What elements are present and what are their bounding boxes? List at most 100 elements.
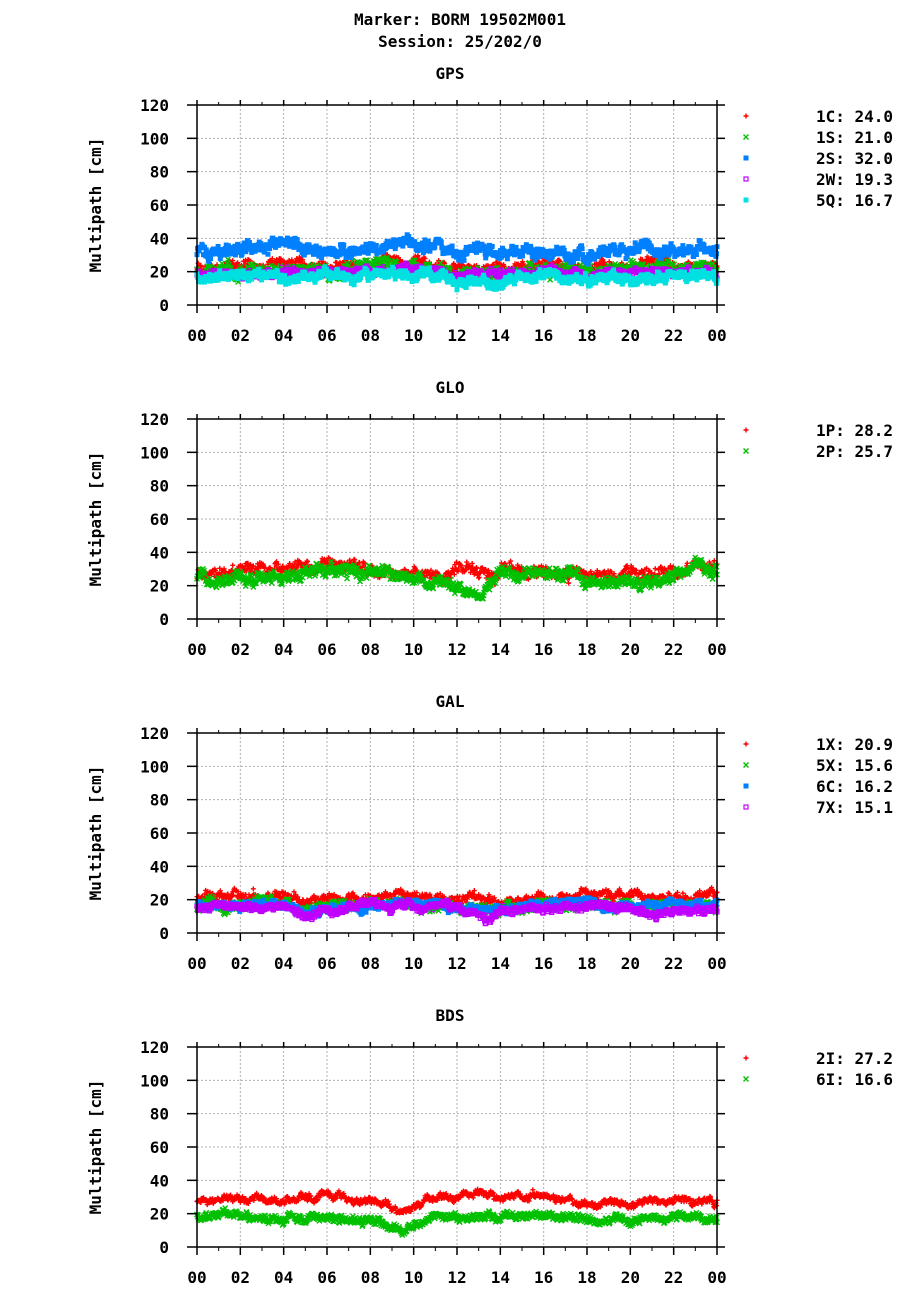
x-tick-label: 10 xyxy=(404,640,423,659)
legend-entry-5x: 5X: 15.6 xyxy=(743,756,893,775)
x-tick-label: 10 xyxy=(404,954,423,973)
series-2s xyxy=(194,232,720,267)
x-tick-label: 20 xyxy=(621,640,640,659)
x-tick-label: 00 xyxy=(187,326,206,345)
x-tick-label: 16 xyxy=(534,326,553,345)
x-tick-label: 00 xyxy=(707,326,726,345)
series-2i xyxy=(194,1186,720,1216)
legend: 1C: 24.0 1S: 21.0 2S: 32.0 2W: 19.3 5Q: 16.7 xyxy=(743,107,893,210)
x-tick-label: 00 xyxy=(187,1268,206,1287)
x-tick-label: 10 xyxy=(404,326,423,345)
legend-label: 2S: 32.0 xyxy=(816,149,893,168)
legend-label: 6I: 16.6 xyxy=(816,1070,893,1089)
x-tick-label: 18 xyxy=(577,640,596,659)
series-6i xyxy=(194,1205,720,1238)
y-tick-label: 20 xyxy=(150,1205,169,1224)
x-tick-label: 22 xyxy=(664,640,683,659)
x-tick-label: 14 xyxy=(491,640,510,659)
x-tick-label: 18 xyxy=(577,954,596,973)
y-tick-label: 20 xyxy=(150,577,169,596)
y-tick-label: 0 xyxy=(159,296,169,315)
y-axis-label: Multipath [cm] xyxy=(86,452,105,587)
x-tick-label: 20 xyxy=(621,1268,640,1287)
x-tick-label: 14 xyxy=(491,1268,510,1287)
x-tick-label: 00 xyxy=(187,640,206,659)
y-tick-label: 100 xyxy=(140,443,169,462)
y-tick-label: 80 xyxy=(150,1105,169,1124)
y-tick-label: 100 xyxy=(140,129,169,148)
x-tick-label: 04 xyxy=(274,1268,293,1287)
x-tick-label: 06 xyxy=(317,954,336,973)
y-tick-label: 100 xyxy=(140,1071,169,1090)
series-2p xyxy=(194,554,720,602)
x-tick-label: 02 xyxy=(231,1268,250,1287)
y-tick-label: 20 xyxy=(150,891,169,910)
legend-label: 2I: 27.2 xyxy=(816,1049,893,1068)
x-tick-label: 18 xyxy=(577,1268,596,1287)
x-tick-label: 18 xyxy=(577,326,596,345)
x-tick-label: 06 xyxy=(317,326,336,345)
legend-label: 1S: 21.0 xyxy=(816,128,893,147)
legend-entry-1p: 1P: 28.2 xyxy=(743,421,893,440)
legend-entry-5q: 5Q: 16.7 xyxy=(743,191,893,210)
grid xyxy=(197,105,717,305)
panel-title: GLO xyxy=(436,378,465,397)
y-axis-label: Multipath [cm] xyxy=(86,1080,105,1215)
y-tick-label: 80 xyxy=(150,477,169,496)
y-axis-label: Multipath [cm] xyxy=(86,766,105,901)
y-tick-label: 0 xyxy=(159,924,169,943)
x-tick-label: 08 xyxy=(361,640,380,659)
y-tick-label: 120 xyxy=(140,724,169,743)
panel-title: BDS xyxy=(436,1006,465,1025)
grid xyxy=(197,1047,717,1247)
x-tick-label: 02 xyxy=(231,954,250,973)
x-tick-label: 02 xyxy=(231,326,250,345)
x-tick-label: 00 xyxy=(187,954,206,973)
series-7x xyxy=(194,896,720,927)
series-5q xyxy=(194,264,720,293)
x-tick-label: 04 xyxy=(274,954,293,973)
x-tick-label: 14 xyxy=(491,326,510,345)
x-tick-label: 04 xyxy=(274,326,293,345)
legend-entry-2s: 2S: 32.0 xyxy=(743,149,893,168)
x-tick-label: 20 xyxy=(621,954,640,973)
legend-entry-2i: 2I: 27.2 xyxy=(743,1049,893,1068)
legend-label: 2P: 25.7 xyxy=(816,442,893,461)
x-tick-label: 16 xyxy=(534,954,553,973)
x-tick-label: 08 xyxy=(361,1268,380,1287)
data-points xyxy=(194,232,720,293)
legend-entry-1x: 1X: 20.9 xyxy=(743,735,893,754)
legend-label: 1P: 28.2 xyxy=(816,421,893,440)
legend-entry-1s: 1S: 21.0 xyxy=(743,128,893,147)
y-tick-label: 60 xyxy=(150,1138,169,1157)
x-tick-label: 00 xyxy=(707,640,726,659)
x-tick-label: 06 xyxy=(317,640,336,659)
x-tick-label: 22 xyxy=(664,954,683,973)
y-tick-label: 40 xyxy=(150,229,169,248)
data-points xyxy=(194,1186,720,1238)
y-tick-label: 0 xyxy=(159,1238,169,1257)
y-tick-label: 40 xyxy=(150,1171,169,1190)
y-tick-label: 120 xyxy=(140,1038,169,1057)
x-tick-label: 22 xyxy=(664,326,683,345)
figure-title-marker: Marker: BORM 19502M001 xyxy=(354,10,566,29)
x-tick-label: 00 xyxy=(707,954,726,973)
y-tick-label: 100 xyxy=(140,757,169,776)
legend-entry-2w: 2W: 19.3 xyxy=(743,170,893,189)
legend-entry-1c: 1C: 24.0 xyxy=(743,107,893,126)
x-tick-label: 08 xyxy=(361,326,380,345)
y-tick-label: 120 xyxy=(140,410,169,429)
panel-title: GAL xyxy=(436,692,465,711)
x-tick-label: 20 xyxy=(621,326,640,345)
y-tick-label: 0 xyxy=(159,610,169,629)
legend-entry-7x: 7X: 15.1 xyxy=(743,798,893,817)
y-tick-label: 60 xyxy=(150,510,169,529)
legend-label: 5X: 15.6 xyxy=(816,756,893,775)
x-tick-label: 04 xyxy=(274,640,293,659)
x-tick-label: 10 xyxy=(404,1268,423,1287)
x-tick-label: 00 xyxy=(707,1268,726,1287)
